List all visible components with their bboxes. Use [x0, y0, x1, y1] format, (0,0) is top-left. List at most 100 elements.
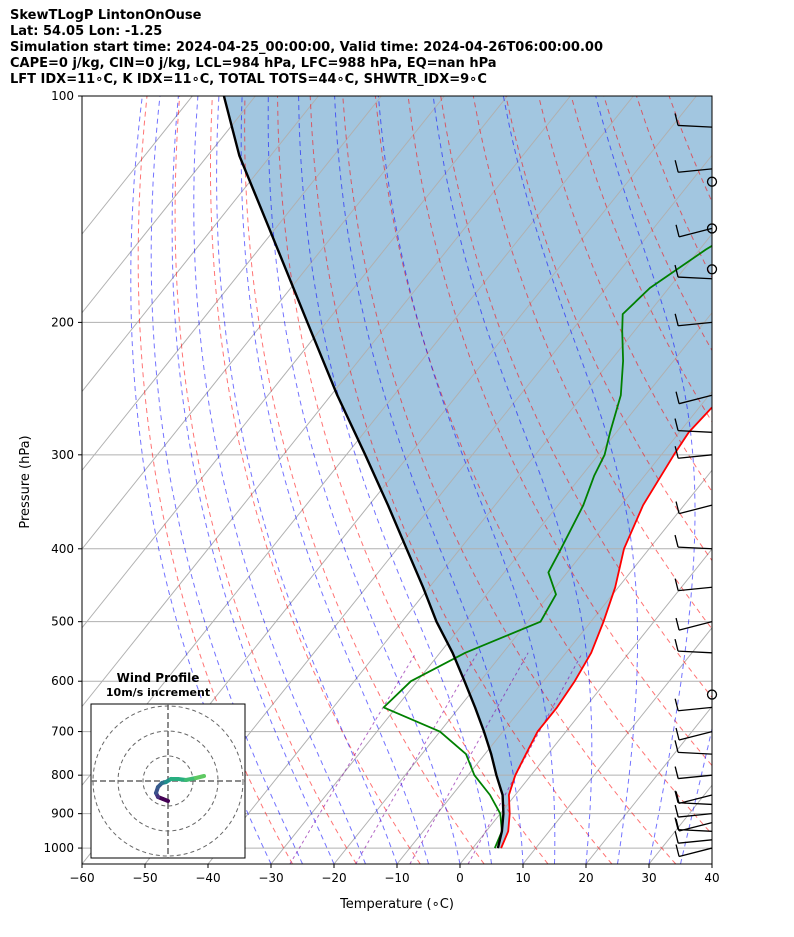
- y-tick-label: 600: [51, 674, 74, 688]
- wind-barb-flag: [674, 790, 679, 803]
- wind-barb: [678, 821, 713, 832]
- isotherm-line: [333, 390, 712, 864]
- wind-barb: [678, 546, 713, 550]
- y-axis-label: Pressure (hPa): [18, 435, 33, 528]
- inset-title: Wind Profile: [117, 671, 200, 685]
- moist-adiabat: [193, 96, 366, 864]
- wind-barb-flag: [675, 501, 680, 514]
- wind-barb-flag: [674, 418, 679, 431]
- isotherm-line: [711, 863, 712, 864]
- x-tick-label: −20: [321, 871, 346, 885]
- cape-region: [223, 96, 712, 849]
- moist-adiabat: [377, 96, 556, 864]
- x-tick-label: −30: [258, 871, 283, 885]
- dry-adiabat: [407, 96, 712, 767]
- wind-barb-flag: [674, 113, 679, 126]
- wind-barb: [678, 730, 713, 741]
- isotherm-line: [270, 311, 712, 864]
- y-tick-label: 700: [51, 725, 74, 739]
- y-tick-label: 100: [51, 89, 74, 103]
- wind-barb: [678, 794, 713, 805]
- wind-barb-flag: [674, 578, 679, 591]
- hodograph-segment: [194, 774, 206, 780]
- moist-adiabat: [502, 96, 638, 864]
- moist-adiabat: [432, 96, 593, 864]
- y-tick-label: 200: [51, 315, 74, 329]
- wind-barb: [678, 504, 713, 515]
- wind-barb-flag: [674, 313, 679, 326]
- dewpoint-line: [382, 244, 712, 849]
- moist-adiabat: [171, 96, 335, 864]
- moist-adiabat: [130, 96, 272, 864]
- x-tick-label: −10: [384, 871, 409, 885]
- x-tick-label: 10: [515, 871, 530, 885]
- cape-shading: [223, 96, 712, 849]
- wind-barb: [678, 774, 713, 780]
- y-tick-label: 1000: [43, 841, 74, 855]
- x-tick-label: 40: [704, 871, 719, 885]
- wind-barb: [678, 813, 713, 818]
- time-line: Simulation start time: 2024-04-25_00:00:…: [10, 40, 603, 55]
- isotherm-line: [82, 96, 508, 629]
- wind-barb: [678, 429, 713, 433]
- isotherm-line: [82, 96, 571, 708]
- calm-wind-marker: [706, 689, 718, 700]
- wind-barb: [678, 227, 713, 238]
- moist-adiabat: [680, 726, 712, 864]
- isotherm-line: [585, 705, 712, 864]
- wind-barb-flag: [674, 638, 679, 652]
- y-tick-label: 400: [51, 542, 74, 556]
- x-axis-label: Temperature (∘C): [339, 897, 454, 912]
- y-tick-label: 300: [51, 448, 74, 462]
- wind-barb-flag: [675, 791, 680, 804]
- wind-barb: [678, 394, 713, 405]
- indices-line-2: LFT IDX=11∘C, K IDX=11∘C, TOTAL TOTS=44∘…: [10, 72, 487, 87]
- indices-line-1: CAPE=0 j/kg, CIN=0 j/kg, LCL=984 hPa, LF…: [10, 56, 497, 71]
- isotherm-line: [144, 154, 712, 864]
- wind-barb-flag: [674, 534, 679, 548]
- dry-adiabat: [440, 96, 712, 699]
- wind-barb-flag: [674, 160, 679, 173]
- isotherm-line: [82, 96, 256, 314]
- wind-barb: [678, 168, 713, 173]
- dry-adiabat: [174, 96, 357, 864]
- moist-adiabat: [216, 96, 398, 864]
- wind-barb: [678, 586, 713, 592]
- wind-barb: [678, 706, 713, 712]
- wind-barb: [678, 124, 713, 128]
- moist-adiabat: [150, 96, 303, 864]
- wind-barb: [678, 847, 713, 858]
- mixing-ratio-line: [409, 652, 529, 864]
- isotherm-line: [82, 96, 193, 235]
- x-tick-label: 0: [456, 871, 464, 885]
- x-tick-label: 20: [578, 871, 593, 885]
- wind-barb-flag: [674, 264, 679, 278]
- wind-barb-flag: [675, 617, 680, 631]
- dry-adiabat: [244, 96, 485, 864]
- y-tick-label: 500: [51, 615, 74, 629]
- moist-adiabat: [267, 96, 461, 864]
- wind-barbs: [674, 113, 718, 858]
- y-tick-label: 900: [51, 807, 74, 821]
- isotherm-line: [522, 626, 712, 864]
- wind-barb-flag: [675, 224, 680, 238]
- chart-title: SkewTLogP LintonOnOuse: [10, 8, 202, 23]
- dry-adiabat: [309, 96, 613, 864]
- x-tick-label: −50: [132, 871, 157, 885]
- calm-wind-marker: [706, 176, 718, 187]
- y-tick-label: 800: [51, 768, 74, 782]
- wind-barb: [678, 454, 713, 459]
- axes: −60 −50 −40 −30 −20 −10 0 10 20 30 40 100 200 300 400 5…: [43, 89, 719, 885]
- wind-barb: [678, 321, 713, 327]
- temperature-line: [500, 406, 712, 849]
- dry-adiabat: [277, 96, 549, 864]
- wind-barb: [678, 802, 713, 806]
- isotherm-line: [82, 96, 445, 550]
- dry-adiabat: [342, 96, 677, 864]
- x-tick-label: 30: [641, 871, 656, 885]
- inset-subtitle: 10m/s increment: [106, 686, 210, 699]
- wind-barb-flag: [675, 818, 680, 832]
- wind-barb-flag: [675, 844, 680, 857]
- dry-adiabat: [374, 96, 712, 835]
